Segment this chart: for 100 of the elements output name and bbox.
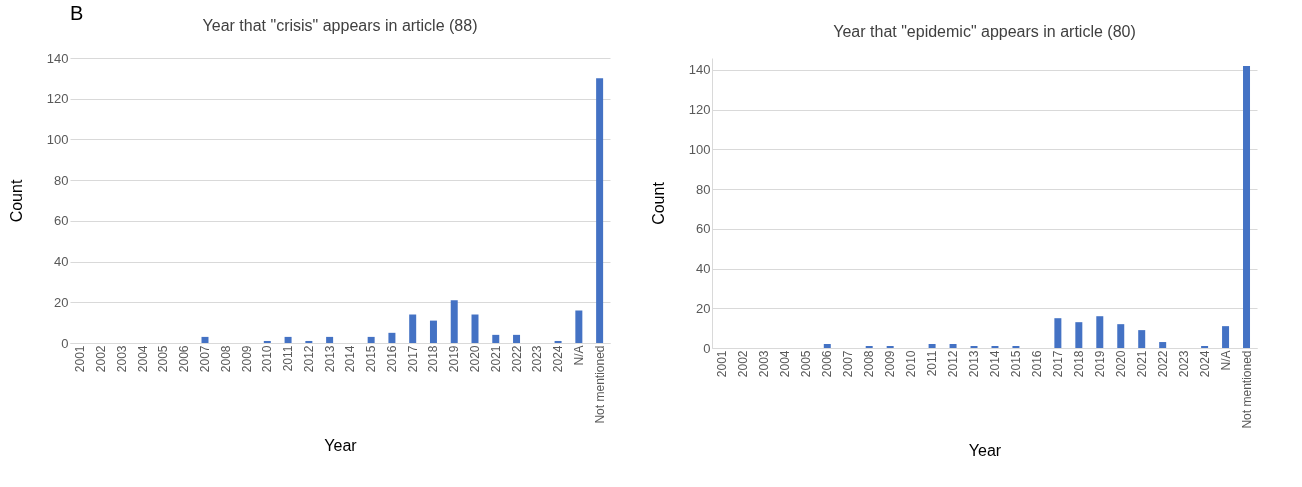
x-tick-label: 2009	[239, 345, 254, 373]
x-tick-label: 2002	[736, 350, 751, 378]
bar	[823, 344, 831, 348]
x-tick-label: 2004	[778, 350, 793, 378]
x-tick-label: 2010	[904, 350, 919, 378]
x-tick-label: 2007	[841, 350, 856, 378]
chart-title: Year that "crisis" appears in article (88)	[202, 17, 478, 34]
x-tick-label: 2006	[820, 350, 835, 378]
y-tick-label: 40	[696, 261, 711, 277]
x-tick-label: 2015	[364, 345, 379, 373]
x-tick-label: 2003	[757, 350, 772, 378]
x-tick-label: 2021	[1134, 350, 1149, 378]
bar	[284, 336, 292, 343]
bar	[409, 314, 417, 343]
x-tick-label: 2020	[1113, 350, 1128, 378]
x-tick-label: 2019	[1092, 350, 1107, 378]
bar	[305, 340, 313, 343]
x-tick-label: 2013	[967, 350, 982, 378]
x-tick-label: 2004	[135, 345, 150, 373]
x-tick-label: 2017	[1050, 350, 1065, 378]
x-tick-label: N/A	[571, 345, 586, 366]
bar	[928, 344, 936, 348]
bar	[575, 310, 583, 343]
x-tick-label: 2014	[987, 350, 1002, 378]
x-tick-label: 2013	[322, 345, 337, 373]
y-tick-label: 20	[696, 300, 711, 316]
bar	[513, 334, 521, 343]
x-tick-label: 2018	[426, 345, 441, 373]
bar	[388, 332, 396, 343]
y-tick-label: 140	[46, 50, 69, 66]
x-tick-label: 2024	[551, 345, 566, 373]
x-tick-label: 2001	[73, 345, 88, 373]
y-tick-label: 0	[703, 340, 711, 356]
bar	[367, 336, 375, 343]
bar	[554, 340, 562, 343]
x-tick-label: 2014	[343, 345, 358, 373]
bar	[596, 78, 604, 343]
y-tick-label: 60	[54, 213, 69, 229]
x-tick-label: 2007	[198, 345, 212, 373]
x-tick-label: 2009	[883, 350, 898, 378]
x-tick-label: Not mentioned	[1239, 350, 1254, 429]
x-axis-title: Year	[324, 436, 358, 454]
y-axis-title: Count	[649, 181, 667, 225]
bar	[1054, 318, 1062, 348]
text: B	[70, 2, 84, 24]
x-tick-label: 2001	[715, 350, 730, 378]
x-tick-label: 2016	[384, 345, 399, 373]
y-tick-label: 60	[696, 221, 711, 237]
x-tick-label: 2003	[114, 345, 129, 373]
y-tick-label: 20	[54, 294, 69, 310]
x-tick-label: 2012	[301, 345, 316, 373]
bar	[263, 340, 271, 343]
x-tick-label: 2011	[925, 350, 940, 377]
bar	[1075, 322, 1083, 348]
x-tick-label: 2022	[1155, 350, 1170, 378]
x-tick-label: 2011	[281, 345, 296, 372]
y-tick-label: 140	[688, 62, 711, 78]
x-tick-label: 2023	[1176, 350, 1191, 378]
bar	[326, 336, 334, 343]
y-axis-title: Count	[7, 179, 25, 223]
x-tick-label: 2020	[468, 345, 482, 373]
y-tick-label: 80	[54, 172, 69, 188]
bar	[1117, 324, 1125, 348]
x-tick-label: 2002	[94, 345, 109, 373]
x-tick-label: 2006	[177, 345, 192, 373]
chart-title: Year that "epidemic" appears in article (80)	[833, 23, 1136, 40]
bar	[1159, 342, 1167, 348]
bar	[1222, 326, 1230, 348]
x-tick-label: 2015	[1008, 350, 1023, 378]
y-tick-label: 120	[46, 91, 69, 107]
bar	[1243, 65, 1251, 348]
bar	[492, 334, 500, 343]
y-tick-label: 40	[54, 254, 69, 270]
x-tick-label: 2023	[530, 345, 545, 373]
bar	[1096, 316, 1104, 348]
x-tick-label: N/A	[1218, 350, 1233, 371]
bar	[1138, 330, 1146, 348]
x-tick-label: 2024	[1197, 350, 1212, 378]
x-tick-label: 2017	[405, 345, 420, 373]
y-tick-label: 100	[46, 131, 69, 147]
bar	[429, 320, 437, 343]
x-tick-label: 2008	[862, 350, 877, 378]
bar	[201, 336, 209, 343]
y-tick-label: 80	[696, 181, 711, 197]
x-axis-title: Year	[968, 441, 1002, 459]
y-tick-label: 0	[61, 335, 69, 351]
bar	[450, 300, 458, 343]
x-tick-label: 2005	[799, 350, 814, 378]
x-tick-label: 2021	[488, 345, 503, 373]
y-tick-label: 120	[688, 102, 711, 118]
x-tick-label: 2018	[1071, 350, 1086, 378]
x-tick-label: 2010	[260, 345, 275, 373]
x-tick-label: 2016	[1029, 350, 1044, 378]
bar	[949, 344, 957, 348]
x-tick-label: 2019	[447, 345, 462, 373]
x-tick-label: 2012	[946, 350, 961, 378]
x-tick-label: 2022	[509, 345, 524, 373]
x-tick-label: 2008	[218, 345, 233, 373]
bar	[471, 314, 479, 343]
y-tick-label: 100	[688, 141, 711, 157]
